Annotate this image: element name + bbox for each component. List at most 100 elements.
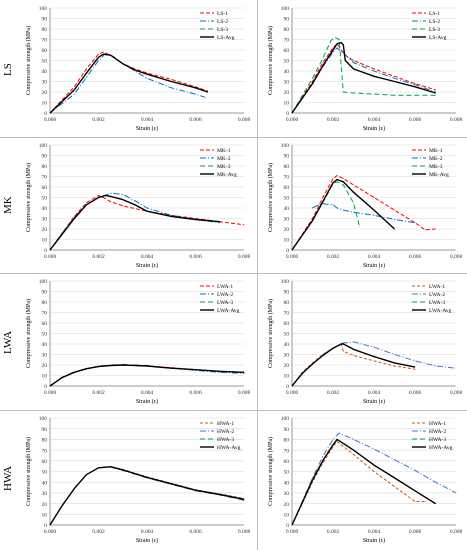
data-point — [340, 42, 342, 44]
legend-label: LWA-Avg — [217, 308, 240, 314]
y-tick-label: 0 — [44, 248, 47, 254]
data-point — [373, 360, 375, 362]
series-line — [49, 466, 245, 526]
data-point — [312, 77, 313, 79]
data-point — [336, 175, 338, 176]
y-tick-label: 60 — [284, 48, 290, 54]
row-divider — [0, 410, 467, 411]
legend-label: LWA-1 — [217, 284, 233, 290]
x-tick-label: 0.002 — [327, 390, 340, 396]
data-point — [340, 65, 342, 67]
data-point — [291, 385, 293, 387]
data-point — [353, 92, 354, 94]
y-axis-label: Compressive strength (MPa) — [267, 163, 274, 232]
data-point — [435, 92, 436, 94]
x-tick-label: 0.002 — [92, 254, 105, 260]
data-point — [49, 112, 51, 114]
y-tick-label: 20 — [42, 90, 48, 96]
data-point — [110, 201, 112, 203]
x-tick-label: 0.008 — [450, 117, 462, 123]
data-point — [85, 76, 87, 78]
data-point — [134, 204, 136, 206]
data-point — [340, 49, 342, 51]
data-point — [373, 471, 375, 472]
data-point — [322, 460, 324, 462]
data-point — [353, 439, 354, 440]
x-axis-label: Strain (ε) — [363, 125, 385, 132]
column-divider — [257, 0, 258, 550]
row-label-hwa: HWA — [2, 465, 14, 491]
data-point — [332, 49, 334, 51]
x-tick-label: 0.004 — [368, 529, 381, 535]
data-point — [122, 63, 124, 65]
data-point — [435, 365, 436, 367]
data-point — [344, 60, 346, 61]
data-point — [170, 367, 172, 369]
data-point — [312, 207, 313, 209]
data-point — [414, 366, 416, 368]
data-point — [342, 52, 344, 54]
data-point — [322, 197, 324, 198]
data-point — [207, 91, 209, 93]
y-tick-label: 50 — [284, 196, 290, 202]
y-tick-label: 10 — [284, 513, 290, 519]
y-tick-label: 60 — [284, 185, 290, 191]
y-tick-label: 0 — [286, 111, 289, 117]
y-tick-label: 80 — [284, 300, 290, 306]
legend-label: LWA-Avg — [429, 308, 452, 314]
x-tick-label: 0.006 — [409, 390, 422, 396]
x-tick-label: 0.004 — [368, 254, 381, 260]
y-tick-label: 60 — [284, 321, 290, 327]
legend-label: HWA-3 — [429, 437, 446, 443]
data-point — [170, 214, 172, 216]
x-tick-label: 0.008 — [450, 529, 462, 535]
data-point — [455, 367, 457, 369]
y-tick-label: 10 — [42, 101, 48, 107]
data-point — [414, 94, 416, 96]
y-tick-label: 70 — [42, 448, 48, 454]
legend-label: LWA-2 — [217, 292, 233, 298]
data-point — [332, 446, 334, 448]
data-point — [373, 68, 375, 70]
data-point — [146, 73, 148, 75]
data-point — [424, 229, 426, 231]
y-tick-label: 50 — [42, 196, 48, 202]
x-axis-label: Strain (ε) — [136, 537, 158, 544]
data-point — [102, 197, 104, 198]
data-point — [170, 81, 172, 82]
y-tick-label: 60 — [42, 459, 48, 465]
data-point — [195, 489, 196, 491]
data-point — [146, 210, 148, 212]
data-point — [394, 486, 395, 487]
series-line — [49, 51, 208, 114]
data-point — [353, 355, 354, 356]
data-point — [73, 89, 75, 91]
data-point — [342, 342, 344, 344]
data-point — [73, 93, 75, 95]
y-tick-label: 20 — [42, 502, 48, 508]
y-tick-label: 80 — [284, 438, 290, 444]
data-point — [338, 432, 340, 434]
data-point — [122, 193, 124, 195]
y-tick-label: 100 — [39, 416, 48, 422]
y-tick-label: 100 — [39, 143, 48, 149]
chart-panel-lwa-right: 0 10 20 30 40 50 60 70 80 90 100 0.000 0.002 0.004 0.0… — [267, 279, 462, 405]
x-tick-label: 0.008 — [238, 390, 250, 396]
row-label-lwa: LWA — [2, 330, 14, 354]
data-point — [122, 199, 124, 200]
data-point — [243, 497, 245, 499]
y-tick-label: 50 — [284, 470, 290, 476]
data-point — [342, 44, 344, 46]
data-point — [243, 499, 245, 501]
y-tick-label: 20 — [284, 227, 290, 233]
x-tick-label: 0.008 — [238, 117, 250, 123]
series-line — [49, 466, 245, 526]
series-line — [49, 364, 245, 387]
y-tick-label: 0 — [286, 523, 289, 529]
data-point — [301, 373, 303, 374]
data-point — [373, 448, 375, 450]
data-point — [394, 459, 395, 461]
data-point — [336, 47, 338, 49]
data-point — [219, 371, 221, 373]
